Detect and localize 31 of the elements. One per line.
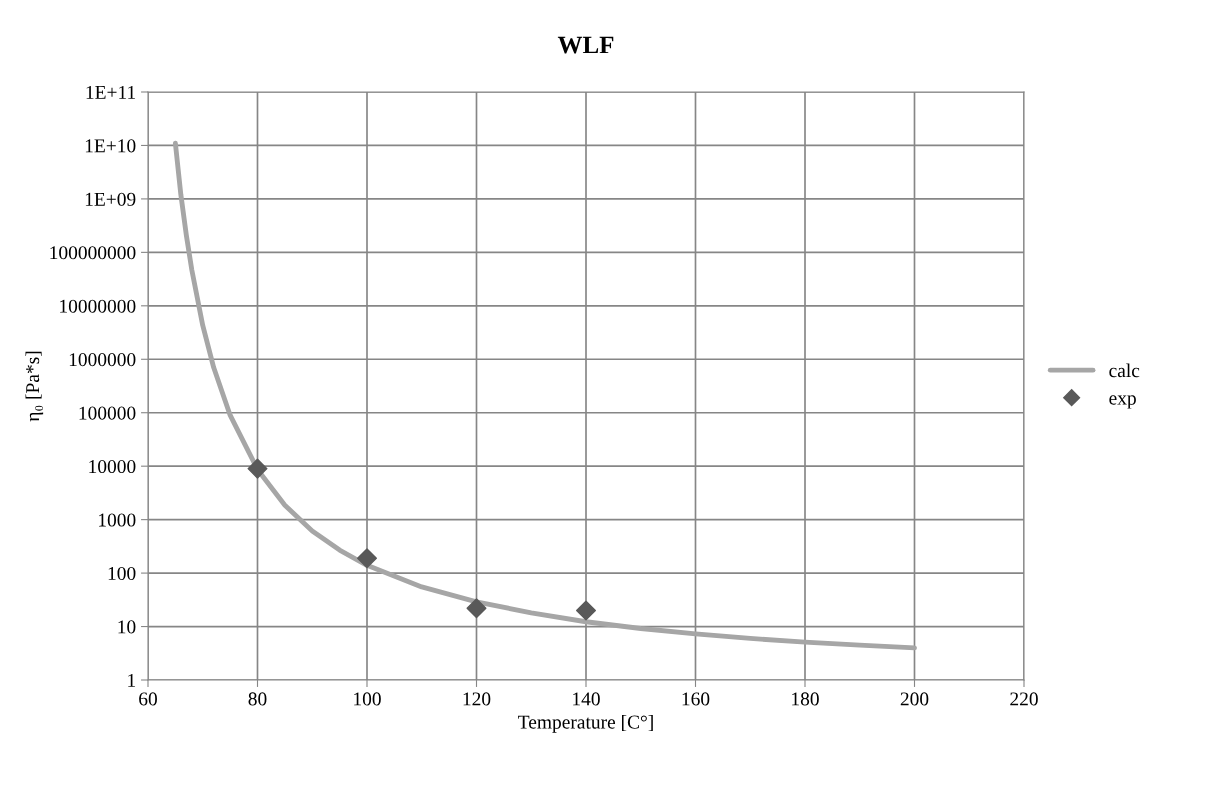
y-tick-label: 10: [118, 620, 136, 634]
y-tick-label: 1E+10: [85, 139, 136, 153]
y-axis-title: η₀ [Pa*s]: [25, 351, 44, 422]
x-tick-label: 100: [354, 692, 381, 706]
legend-label: calc: [1109, 363, 1140, 378]
x-tick-label: 220: [1010, 692, 1038, 706]
y-tick-label: 100000000: [50, 246, 136, 260]
y-tick-label: 10000000: [60, 299, 136, 313]
point: [247, 458, 268, 479]
chart-title: WLF: [557, 36, 614, 54]
x-tick-label: 80: [248, 692, 267, 706]
x-axis-title: Temperature [C°]: [518, 714, 653, 733]
point: [575, 600, 597, 621]
y-tick-label: 1000: [99, 513, 136, 527]
y-tick-label: 10000: [89, 460, 136, 474]
y-tick-label: 100000: [79, 406, 136, 420]
x-tick-label: 140: [573, 692, 600, 706]
y-tick-label: 1000000: [69, 353, 136, 367]
y-tick-label: 1E+09: [85, 192, 136, 206]
line-series: [172, 140, 917, 651]
y-tick-label: 1E+11: [86, 85, 136, 99]
x-tick-label: 160: [682, 692, 710, 706]
x-tick-label: 200: [900, 692, 929, 706]
point: [356, 548, 378, 569]
x-tick-label: 180: [792, 692, 819, 706]
y-tick-label: 100: [108, 566, 136, 581]
legend-label: exp: [1109, 395, 1136, 409]
x-tick-label: 60: [139, 692, 157, 706]
point: [466, 598, 487, 619]
y-tick-label: 1: [128, 673, 136, 687]
x-tick-label: 120: [463, 692, 491, 706]
